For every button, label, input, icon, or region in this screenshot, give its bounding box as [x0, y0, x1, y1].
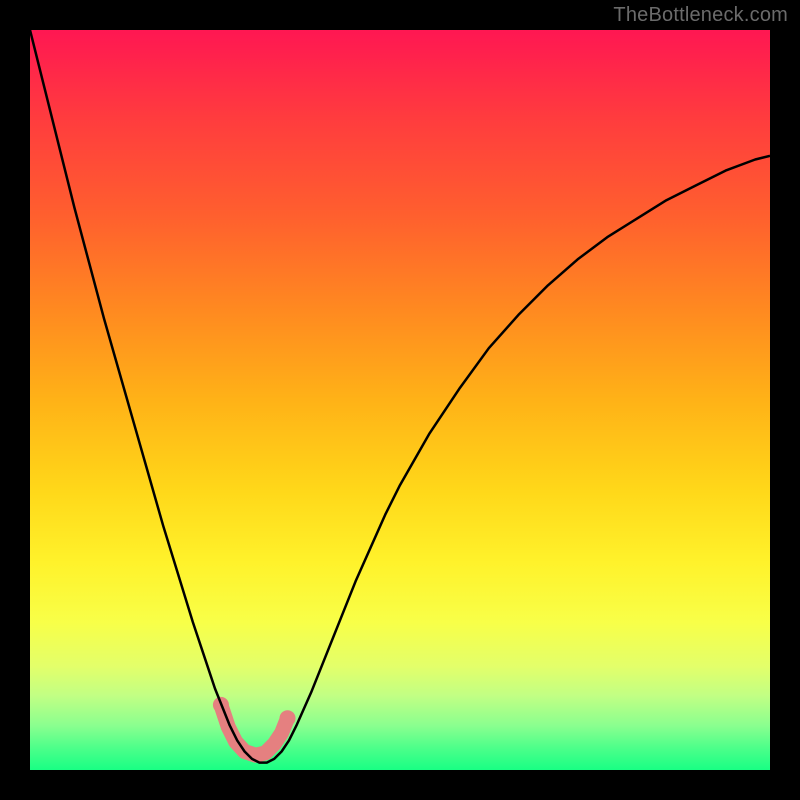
bottleneck-curve [30, 30, 770, 763]
plot-area [30, 30, 770, 770]
highlight-marker-right [280, 710, 296, 726]
curve-layer [30, 30, 770, 770]
watermark-text: TheBottleneck.com [613, 4, 788, 27]
chart-container: TheBottleneck.com [0, 0, 800, 800]
